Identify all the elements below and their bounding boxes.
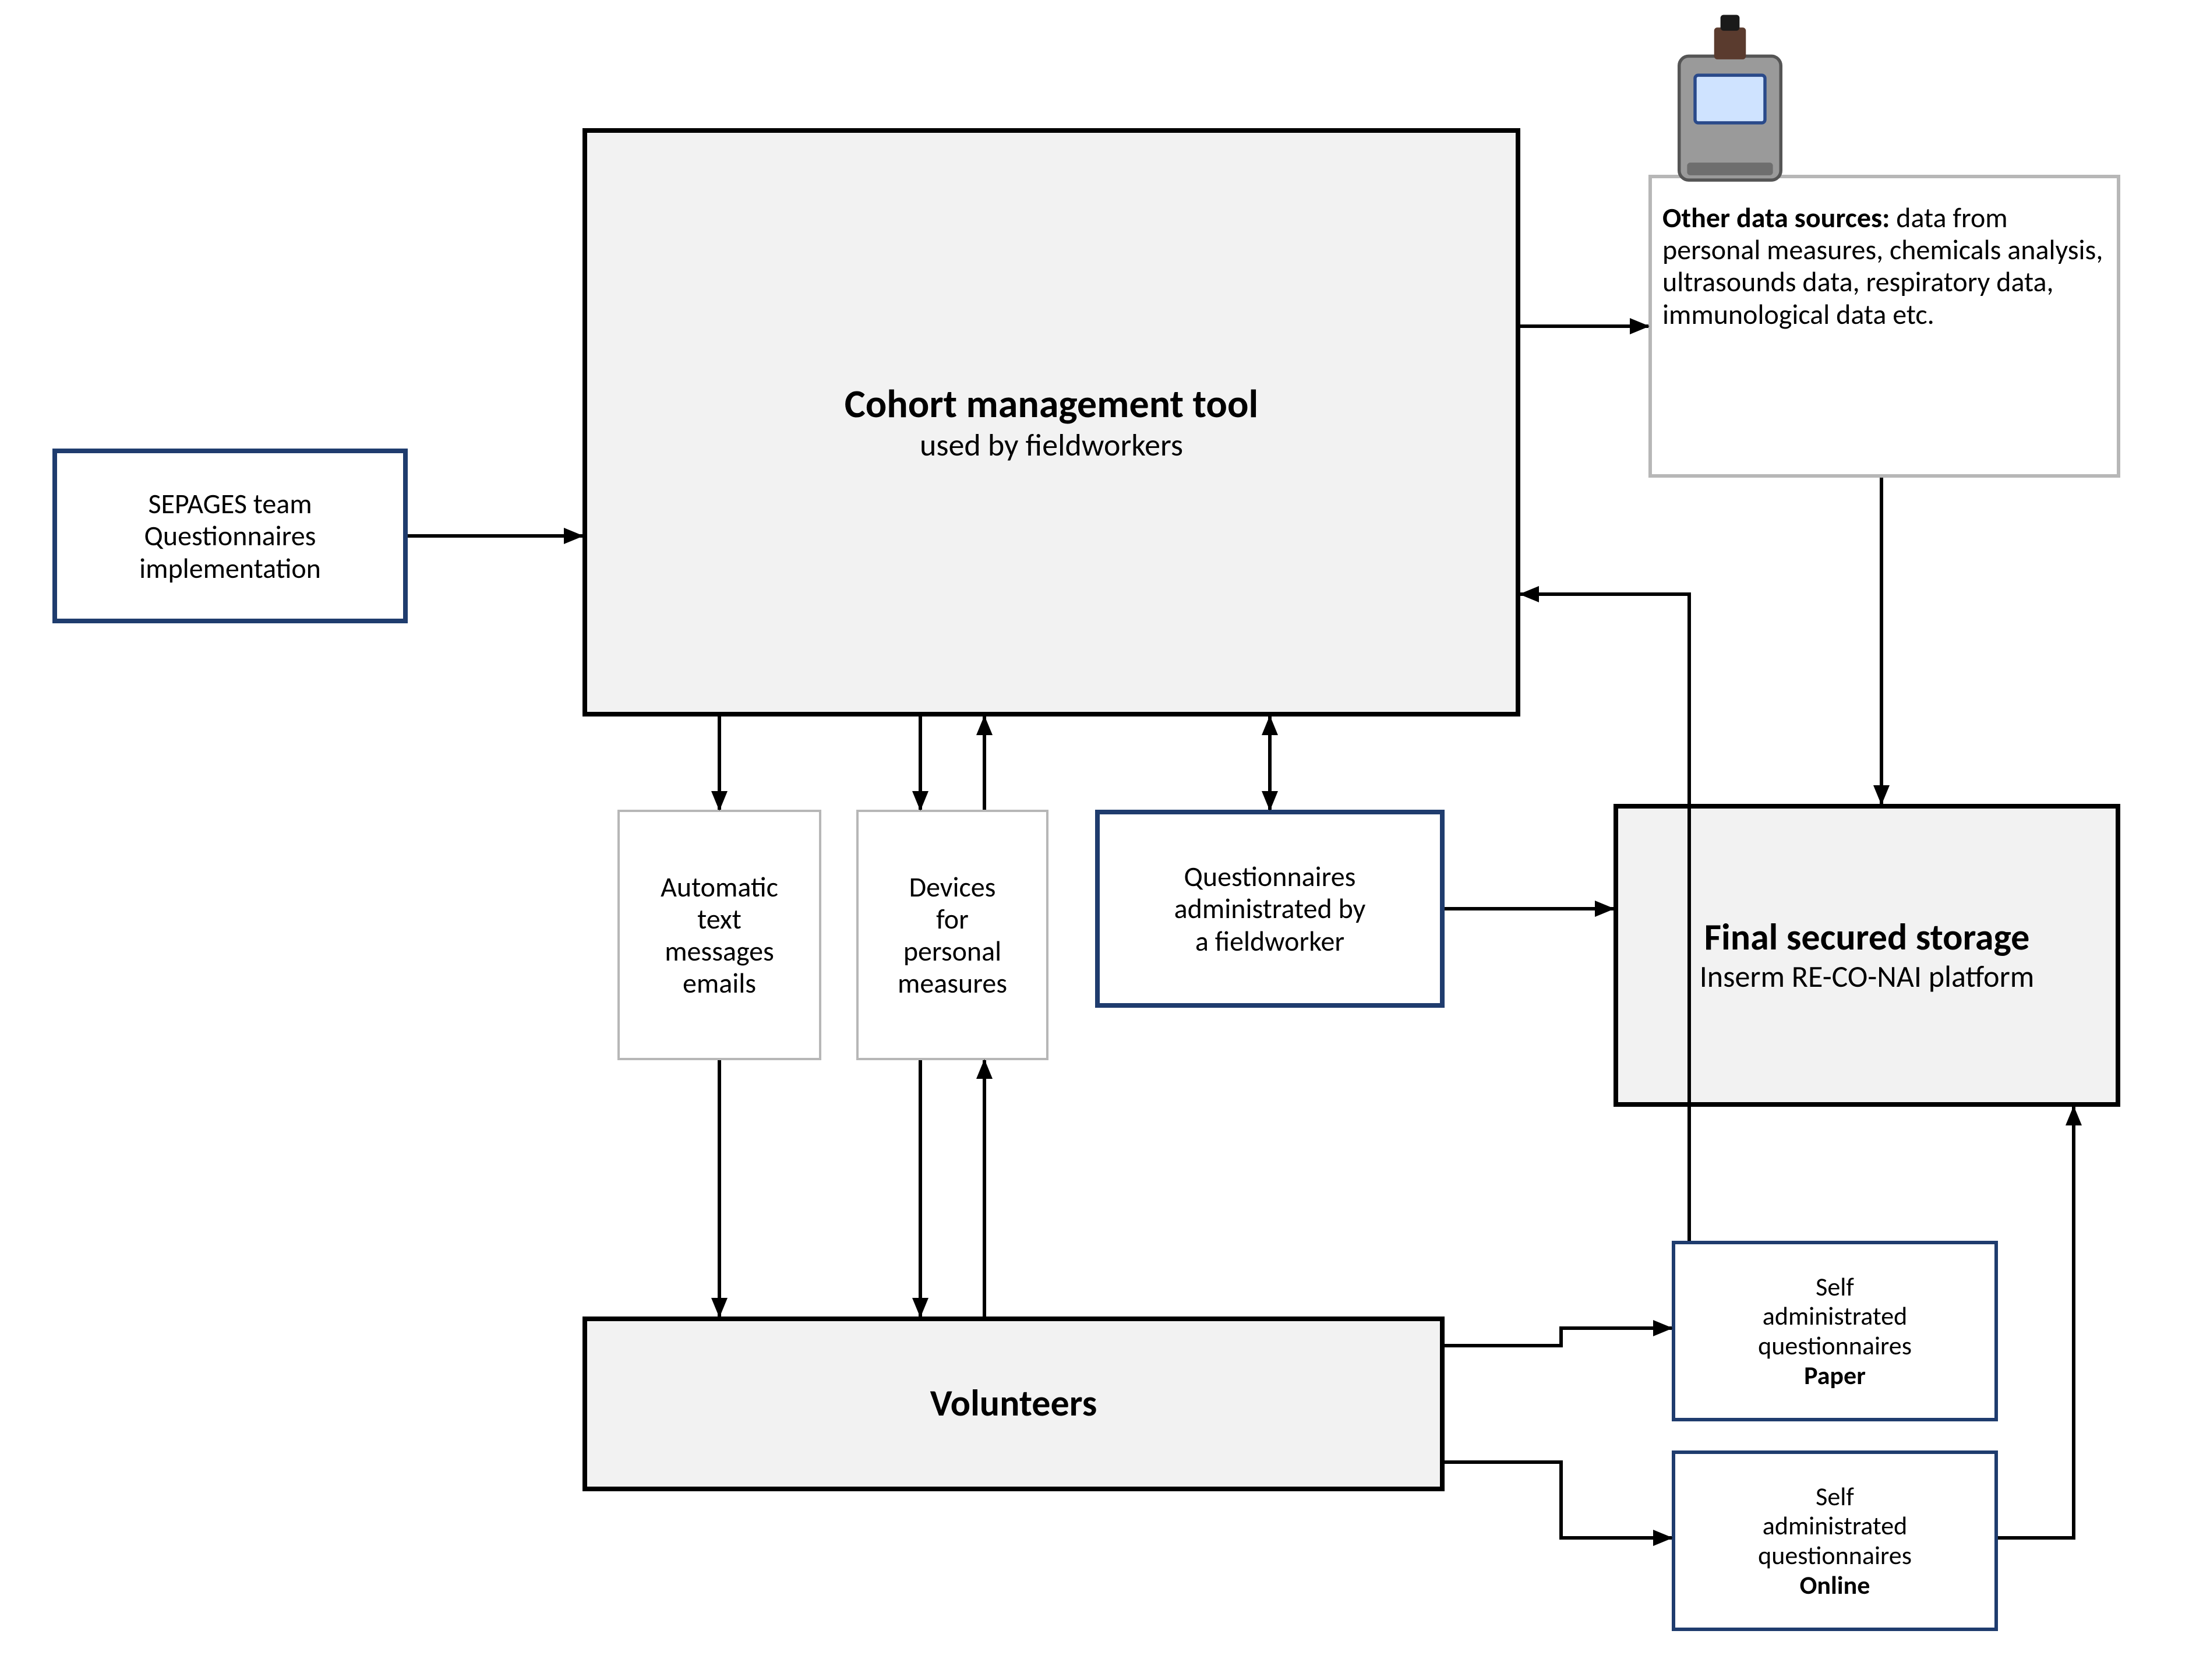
edge-vol_to_paper <box>1445 1328 1672 1346</box>
diagram-stage: SEPAGES teamQuestionnairesimplementation… <box>0 0 2196 1680</box>
edges-layer <box>0 0 2196 1680</box>
edge-vol_to_online <box>1445 1462 1672 1538</box>
edge-online_to_storage <box>1998 1107 2074 1538</box>
edge-paper_to_cohort <box>1520 594 1689 1241</box>
